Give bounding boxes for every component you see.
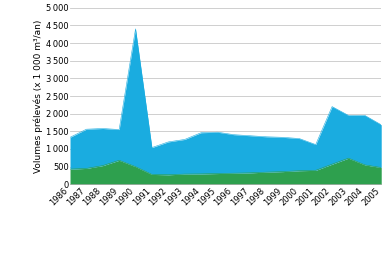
Y-axis label: Volumes prélevés (x 1 000 m³/an): Volumes prélevés (x 1 000 m³/an): [33, 19, 43, 173]
